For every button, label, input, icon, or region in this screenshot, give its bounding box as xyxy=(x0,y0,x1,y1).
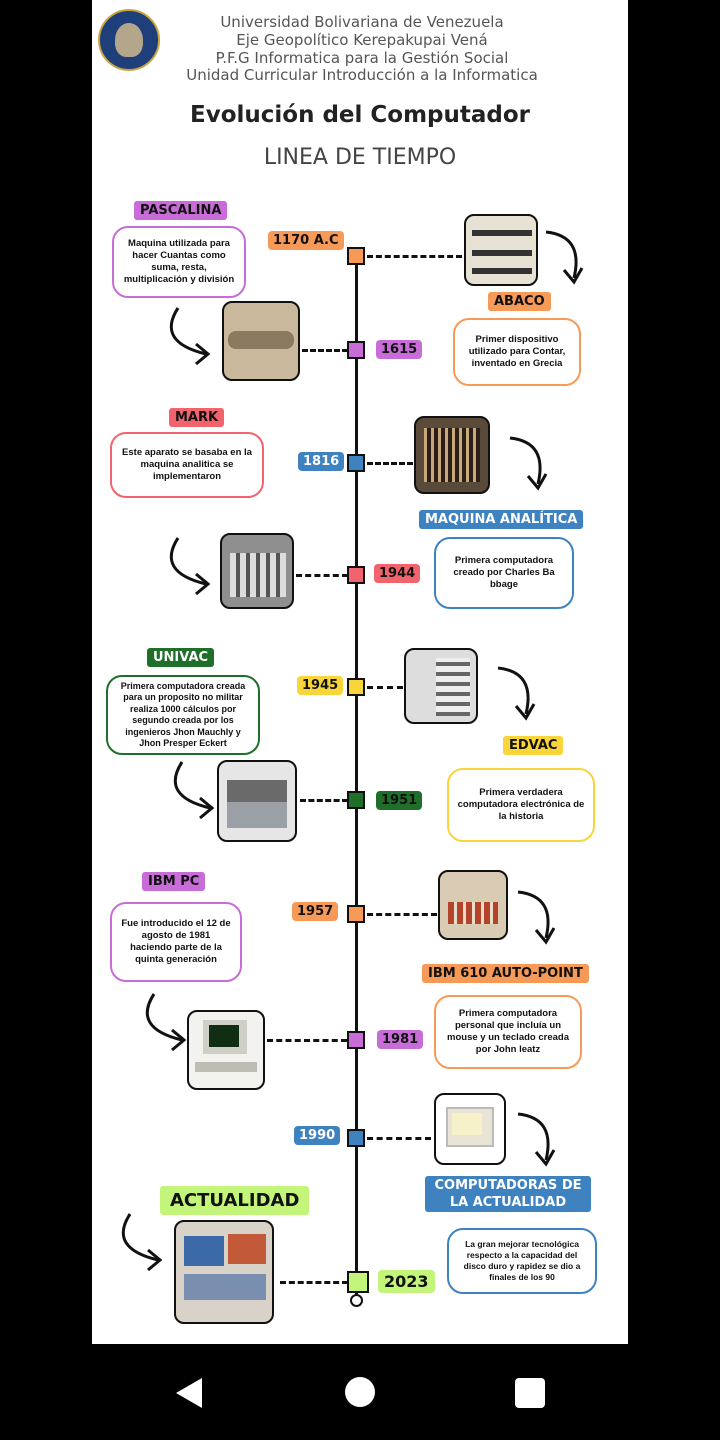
ibm-610-description: Primera computadora personal que incluía… xyxy=(434,995,582,1069)
edvac-image xyxy=(404,648,478,724)
curved-arrow-icon xyxy=(169,537,211,596)
date-1944: 1944 xyxy=(374,564,421,583)
timeline-end-circle xyxy=(350,1294,363,1307)
date-1816: 1816 xyxy=(298,452,345,471)
connector-mark xyxy=(296,574,348,577)
date-1957: 1957 xyxy=(292,902,339,921)
timeline-node-1944 xyxy=(347,566,365,584)
mark-image xyxy=(220,533,294,609)
connector-pascalina xyxy=(302,349,348,352)
header-line-3: P.F.G Informatica para la Gestión Social xyxy=(215,49,509,67)
connector-edvac xyxy=(367,686,403,689)
pascalina-label: PASCALINA xyxy=(134,201,228,220)
curved-arrow-icon xyxy=(497,666,536,721)
home-icon[interactable] xyxy=(345,1377,375,1407)
curved-arrow-icon xyxy=(173,761,215,820)
ibm-pc-description: Fue introducido el 12 de agosto de 1981 … xyxy=(110,902,242,982)
abaco-description: Primer dispositivo utilizado para Contar… xyxy=(453,318,581,386)
timeline-node-1816 xyxy=(347,454,365,472)
connector-2023 xyxy=(280,1281,348,1284)
timeline-poster: Universidad Bolivariana de Venezuela Eje… xyxy=(92,0,628,1344)
connector-univac xyxy=(300,799,348,802)
date-1951: 1951 xyxy=(376,791,423,810)
recents-icon[interactable] xyxy=(515,1378,545,1408)
curved-arrow-icon xyxy=(145,993,187,1052)
timeline-node-2023 xyxy=(347,1271,369,1293)
date-1981: 1981 xyxy=(377,1030,424,1049)
date-1990: 1990 xyxy=(294,1126,341,1145)
actualidad-image xyxy=(174,1220,274,1324)
abaco-image xyxy=(464,214,538,286)
header-line-1: Universidad Bolivariana de Venezuela xyxy=(220,13,504,31)
edvac-label: EDVAC xyxy=(503,736,564,755)
maquina-analitica-label: MAQUINA ANALÍTICA xyxy=(419,510,584,529)
header-line-4: Unidad Curricular Introducción a la Info… xyxy=(186,66,538,84)
ibm-610-image xyxy=(438,870,508,940)
mark-label: MARK xyxy=(169,408,225,427)
curved-arrow-icon xyxy=(121,1213,163,1272)
ibm-pc-image xyxy=(187,1010,265,1090)
mark-description: Este aparato se basaba en la maquina ana… xyxy=(110,432,264,498)
maquina-analitica-image xyxy=(414,416,490,494)
date-1945: 1945 xyxy=(297,676,344,695)
timeline-node-1990 xyxy=(347,1129,365,1147)
connector-abaco xyxy=(367,255,462,258)
page-subtitle: LINEA DE TIEMPO xyxy=(263,145,457,170)
connector-1990 xyxy=(367,1137,431,1140)
timeline-node-1951 xyxy=(347,791,365,809)
timeline-node-1170ac xyxy=(347,247,365,265)
timeline-node-1957 xyxy=(347,905,365,923)
univac-label: UNIVAC xyxy=(147,648,215,667)
ibm-pc-label: IBM PC xyxy=(142,872,206,891)
computadoras-actualidad-label: COMPUTADORAS DE LA ACTUALIDAD xyxy=(425,1176,591,1212)
timeline-node-1615 xyxy=(347,341,365,359)
connector-ibm610 xyxy=(367,913,437,916)
university-seal-logo xyxy=(98,9,160,71)
pascalina-image xyxy=(222,301,300,381)
timeline-node-1945 xyxy=(347,678,365,696)
connector-ibm-pc xyxy=(267,1039,347,1042)
date-2023: 2023 xyxy=(378,1270,435,1293)
edvac-description: Primera verdadera computadora electrónic… xyxy=(447,768,595,842)
timeline-line xyxy=(355,256,358,1296)
navigation-bar xyxy=(0,1344,720,1440)
maquina-analitica-description: Primera computadora creado por Charles B… xyxy=(434,537,574,609)
computadoras-actualidad-description: La gran mejorar tecnológica respecto a l… xyxy=(447,1228,597,1294)
actualidad-label: ACTUALIDAD xyxy=(160,1186,310,1215)
curved-arrow-icon xyxy=(545,230,584,285)
back-icon[interactable] xyxy=(174,1376,204,1410)
pascalina-description: Maquina utilizada para hacer Cuantas com… xyxy=(112,226,246,298)
ibm-610-label: IBM 610 AUTO-POINT xyxy=(422,964,589,983)
date-1615: 1615 xyxy=(376,340,423,359)
page-title: Evolución del Computador xyxy=(189,102,531,128)
timeline-node-1981 xyxy=(347,1031,365,1049)
header-line-2: Eje Geopolítico Kerepakupai Vená xyxy=(236,31,488,49)
univac-image xyxy=(217,760,297,842)
curved-arrow-icon xyxy=(517,890,556,945)
computadoras-actualidad-image xyxy=(434,1093,506,1165)
abaco-label: ABACO xyxy=(488,292,551,311)
curved-arrow-icon xyxy=(517,1112,556,1167)
curved-arrow-icon xyxy=(509,436,548,491)
connector-analitica xyxy=(367,462,413,465)
univac-description: Primera computadora creada para un propo… xyxy=(106,675,260,755)
date-1170ac: 1170 A.C xyxy=(268,231,344,250)
curved-arrow-icon xyxy=(169,307,211,366)
